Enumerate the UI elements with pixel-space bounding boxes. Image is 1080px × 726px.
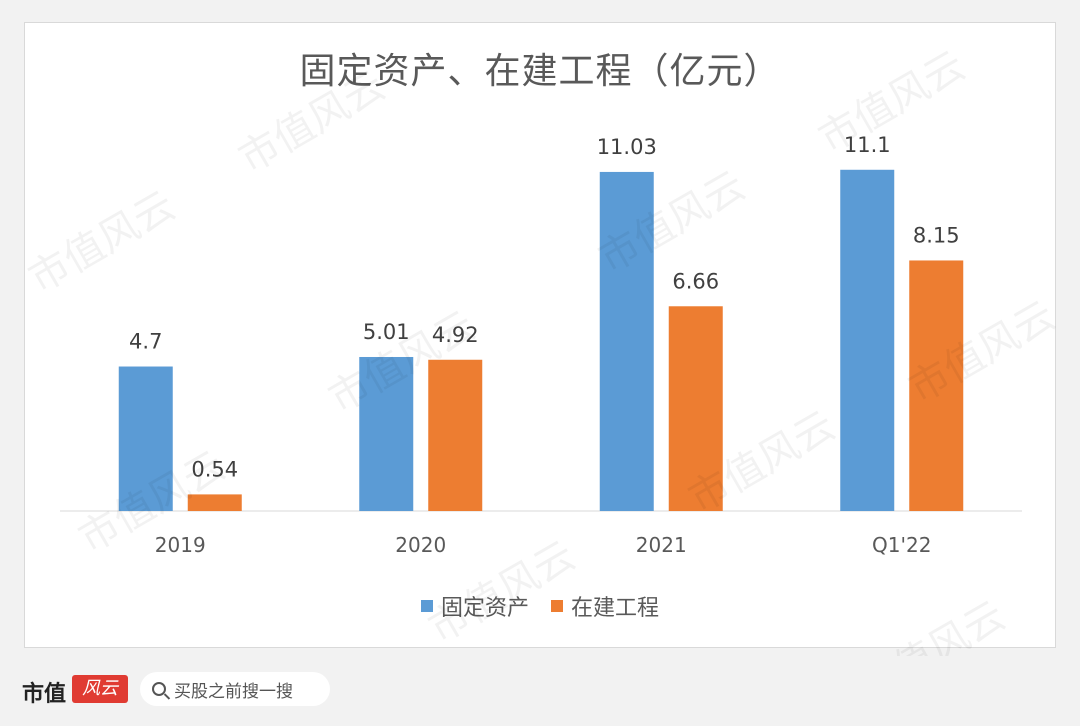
x-tick-label-3: Q1'22 [872,533,931,557]
legend-label-fixed-assets: 固定资产 [440,596,529,621]
bar-fixed-assets-0 [118,366,173,511]
bar-construction-3 [909,260,964,511]
bar-construction-0 [187,494,242,511]
brand-logo-text: 市值 [22,682,67,707]
data-label-construction-2: 6.66 [672,269,719,293]
data-label-construction-1: 4.92 [432,323,479,347]
data-label-fixed-assets-3: 11.1 [844,133,891,157]
bar-fixed-assets-1 [359,356,414,511]
data-label-construction-3: 8.15 [913,223,960,247]
x-tick-label-1: 2020 [395,533,446,557]
legend-swatch-fixed-assets [420,600,433,612]
chart-legend: 固定资产 在建工程 [0,590,1080,622]
legend-swatch-construction [551,600,563,612]
legend-item-construction: 在建工程 [551,590,659,622]
data-label-fixed-assets-0: 4.7 [129,330,162,354]
bar-fixed-assets-2 [599,171,654,511]
x-tick-label-2: 2021 [636,533,687,557]
search-placeholder: 买股之前搜一搜 [174,681,293,702]
search-box[interactable]: 买股之前搜一搜 [140,672,330,706]
brand-logo-mark: 风云 [72,675,128,703]
legend-label-construction: 在建工程 [571,596,660,621]
bar-fixed-assets-3 [840,169,895,511]
data-label-fixed-assets-2: 11.03 [597,135,657,159]
data-label-construction-0: 0.54 [191,457,238,481]
x-tick-label-0: 2019 [155,533,206,557]
footer-bar: 市值 风云 买股之前搜一搜 [0,656,1080,726]
bar-construction-2 [668,306,723,511]
legend-item-fixed-assets: 固定资产 [420,590,529,622]
search-icon [152,682,166,696]
bar-construction-1 [428,359,483,511]
data-label-fixed-assets-1: 5.01 [363,320,410,344]
chart-title: 固定资产、在建工程（亿元） [299,51,781,92]
